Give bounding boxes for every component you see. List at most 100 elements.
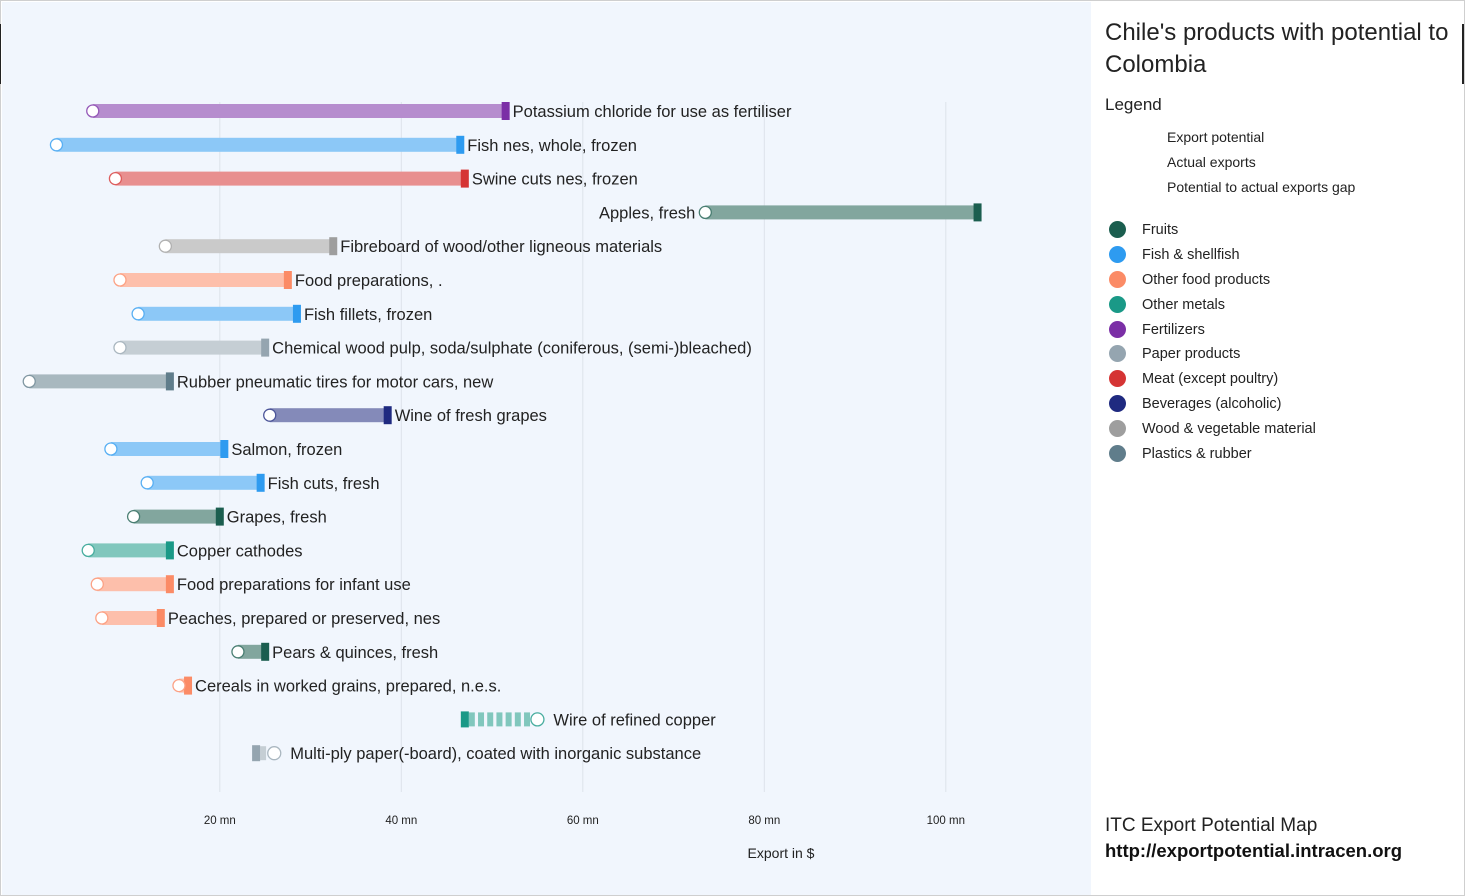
actual-marker [530, 712, 545, 727]
legend-heading: Legend [1105, 95, 1162, 114]
x-tick-label: 40 mn [385, 815, 417, 827]
gap-bar [705, 205, 978, 220]
sidebar: Chile's products with potential to Colom… [1105, 17, 1455, 467]
category-legend-label: Fertilizers [1142, 321, 1205, 338]
actual-marker [172, 678, 186, 693]
x-axis-label: Export in $ [748, 845, 815, 861]
actual-marker [22, 374, 36, 389]
excess-segment [524, 712, 531, 727]
product-row: Salmon, frozen [104, 440, 342, 459]
product-label: Swine cuts nes, frozen [472, 171, 638, 189]
product-row: Fibreboard of wood/other ligneous materi… [158, 237, 662, 256]
type-legend-item-actual: Actual exports [1105, 150, 1455, 175]
product-label: Salmon, frozen [231, 441, 342, 459]
category-color-dot [1109, 420, 1126, 438]
category-legend-label: Fish & shellfish [1142, 246, 1240, 263]
potential-marker [261, 642, 270, 661]
product-row: Apples, fresh [599, 203, 982, 222]
product-row: Swine cuts nes, frozen [108, 169, 638, 189]
gap-bar [119, 273, 288, 287]
category-legend-item: Other food products [1105, 268, 1455, 293]
product-row: Wire of refined copper [460, 711, 716, 729]
product-row: Food preparations, . [113, 271, 443, 290]
product-label: Chemical wood pulp, soda/sulphate (conif… [272, 340, 752, 358]
actual-marker [113, 273, 127, 287]
actual-marker [104, 442, 118, 456]
actual-marker [113, 340, 127, 355]
category-legend-item: Paper products [1105, 342, 1455, 367]
product-row: Food preparations for infant use [90, 575, 411, 594]
product-label: Rubber pneumatic tires for motor cars, n… [177, 373, 493, 391]
category-legend-label: Paper products [1142, 346, 1241, 363]
gap-bar [29, 374, 170, 389]
product-label: Peaches, prepared or preserved, nes [168, 610, 440, 628]
actual-marker [158, 239, 173, 253]
gap-bar [237, 644, 266, 659]
potential-marker [460, 169, 469, 188]
product-label: Food preparations, . [295, 272, 443, 290]
potential-marker [973, 203, 982, 222]
product-label: Multi-ply paper(-board), coated with ino… [290, 745, 701, 763]
product-row: Copper cathodes [81, 541, 303, 560]
type-legend-label: Actual exports [1167, 154, 1256, 170]
excess-segment [505, 712, 512, 727]
footer-source-name: ITC Export Potential Map [1105, 815, 1318, 836]
potential-marker [156, 609, 165, 627]
category-color-dot [1109, 221, 1126, 238]
type-legend-item-potential: Export potential [1105, 125, 1455, 150]
x-tick-label: 60 mn [567, 815, 599, 827]
category-color-dot [1109, 320, 1126, 338]
gap-bar [56, 137, 461, 152]
gap-bar [119, 340, 266, 355]
product-row: Chemical wood pulp, soda/sulphate (conif… [113, 338, 752, 358]
gap-bar [101, 611, 161, 625]
potential-marker [165, 575, 174, 594]
gap-bar [110, 442, 225, 456]
category-legend-item: Fish & shellfish [1105, 243, 1455, 268]
product-row: Fish nes, whole, frozen [49, 135, 637, 155]
potential-marker [184, 676, 193, 695]
product-label: Wine of fresh grapes [395, 407, 547, 425]
category-legend-item: Other metals [1105, 293, 1455, 318]
product-label: Potassium chloride for use as fertiliser [513, 103, 792, 121]
actual-marker [231, 645, 245, 659]
footer-source-url[interactable]: http://exportpotential.intracen.org [1105, 840, 1403, 861]
product-row: Multi-ply paper(-board), coated with ino… [252, 745, 701, 763]
actual-marker [86, 104, 100, 118]
actual-marker [267, 746, 282, 761]
potential-marker [283, 271, 292, 289]
actual-marker [95, 611, 109, 625]
gap-bar [165, 239, 334, 254]
potential-marker [252, 745, 261, 762]
actual-marker [90, 577, 104, 591]
category-legend-label: Fruits [1142, 222, 1179, 238]
category-legend-label: Other metals [1142, 296, 1225, 313]
category-legend-label: Wood & vegetable material [1142, 421, 1316, 438]
actual-marker [140, 476, 154, 490]
potential-marker [256, 473, 265, 492]
actual-marker [49, 138, 64, 152]
type-legend-label: Export potential [1167, 129, 1265, 145]
category-legend-item: Fruits [1105, 218, 1455, 243]
potential-marker [329, 237, 338, 256]
category-color-dot [1109, 370, 1126, 388]
category-legend-label: Beverages (alcoholic) [1142, 396, 1282, 413]
category-legend-label: Other food products [1142, 271, 1271, 288]
product-row: Peaches, prepared or preserved, nes [95, 609, 440, 628]
gap-bar [269, 408, 388, 423]
potential-marker [501, 102, 510, 120]
category-legend: Fruits Fish & shellfish Other food product… [1105, 218, 1455, 467]
excess-segment [260, 746, 267, 761]
product-label: Food preparations for infant use [177, 576, 411, 594]
category-color-dot [1109, 445, 1126, 463]
gap-bar [147, 475, 261, 490]
product-label: Fibreboard of wood/other ligneous materi… [340, 238, 662, 256]
category-legend-item: Fertilizers [1105, 318, 1455, 343]
potential-marker [460, 711, 469, 728]
actual-marker [108, 171, 123, 186]
type-legend-label: Potential to actual exports gap [1167, 179, 1356, 195]
gap-bar [138, 306, 297, 321]
potential-marker [215, 507, 224, 526]
actual-marker [698, 205, 712, 220]
product-row: Cereals in worked grains, prepared, n.e.… [172, 676, 501, 696]
